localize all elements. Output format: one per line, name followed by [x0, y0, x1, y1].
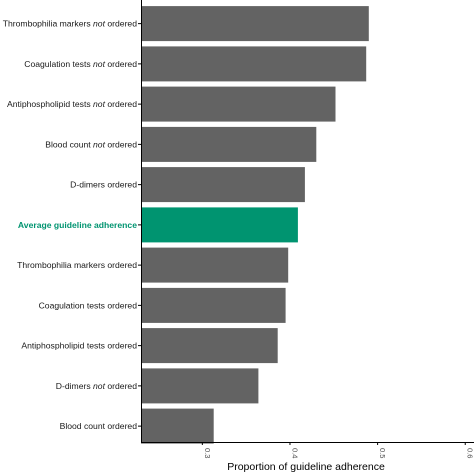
- category-labels: Thrombophilia markers not ordered Coagula…: [3, 19, 141, 431]
- bar: [141, 86, 336, 122]
- bar-average: [141, 207, 298, 243]
- x-axis: 0.3 0.4 0.5 0.6: [201, 442, 474, 458]
- bar: [141, 46, 367, 82]
- bars-group: [141, 6, 369, 444]
- x-axis-title: Proportion of guideline adherence: [227, 461, 385, 473]
- bar: [141, 287, 286, 323]
- category-label: Coagulation tests not ordered: [24, 59, 137, 69]
- x-tick-label: 0.4: [290, 448, 299, 458]
- category-label: Average guideline adherence: [18, 220, 137, 230]
- bar: [141, 167, 305, 203]
- x-tick-label: 0.5: [378, 448, 387, 458]
- bar: [141, 247, 289, 283]
- bar: [141, 6, 369, 42]
- category-label: D-dimers not ordered: [56, 381, 137, 391]
- category-label: D-dimers ordered: [70, 180, 137, 190]
- bar: [141, 126, 317, 162]
- x-tick-label: 0.6: [466, 448, 474, 458]
- category-label: Thrombophilia markers not ordered: [3, 19, 137, 29]
- category-label: Antiphospholipid tests not ordered: [7, 99, 137, 109]
- x-tick-label: 0.3: [203, 448, 212, 458]
- category-label: Antiphospholipid tests ordered: [21, 341, 137, 351]
- bar: [141, 408, 214, 444]
- category-label: Blood count ordered: [60, 421, 138, 431]
- category-label: Coagulation tests ordered: [39, 300, 138, 310]
- bar: [141, 368, 259, 404]
- bar: [141, 328, 278, 364]
- category-label: Blood count not ordered: [45, 139, 137, 149]
- category-label: Thrombophilia markers ordered: [17, 260, 137, 270]
